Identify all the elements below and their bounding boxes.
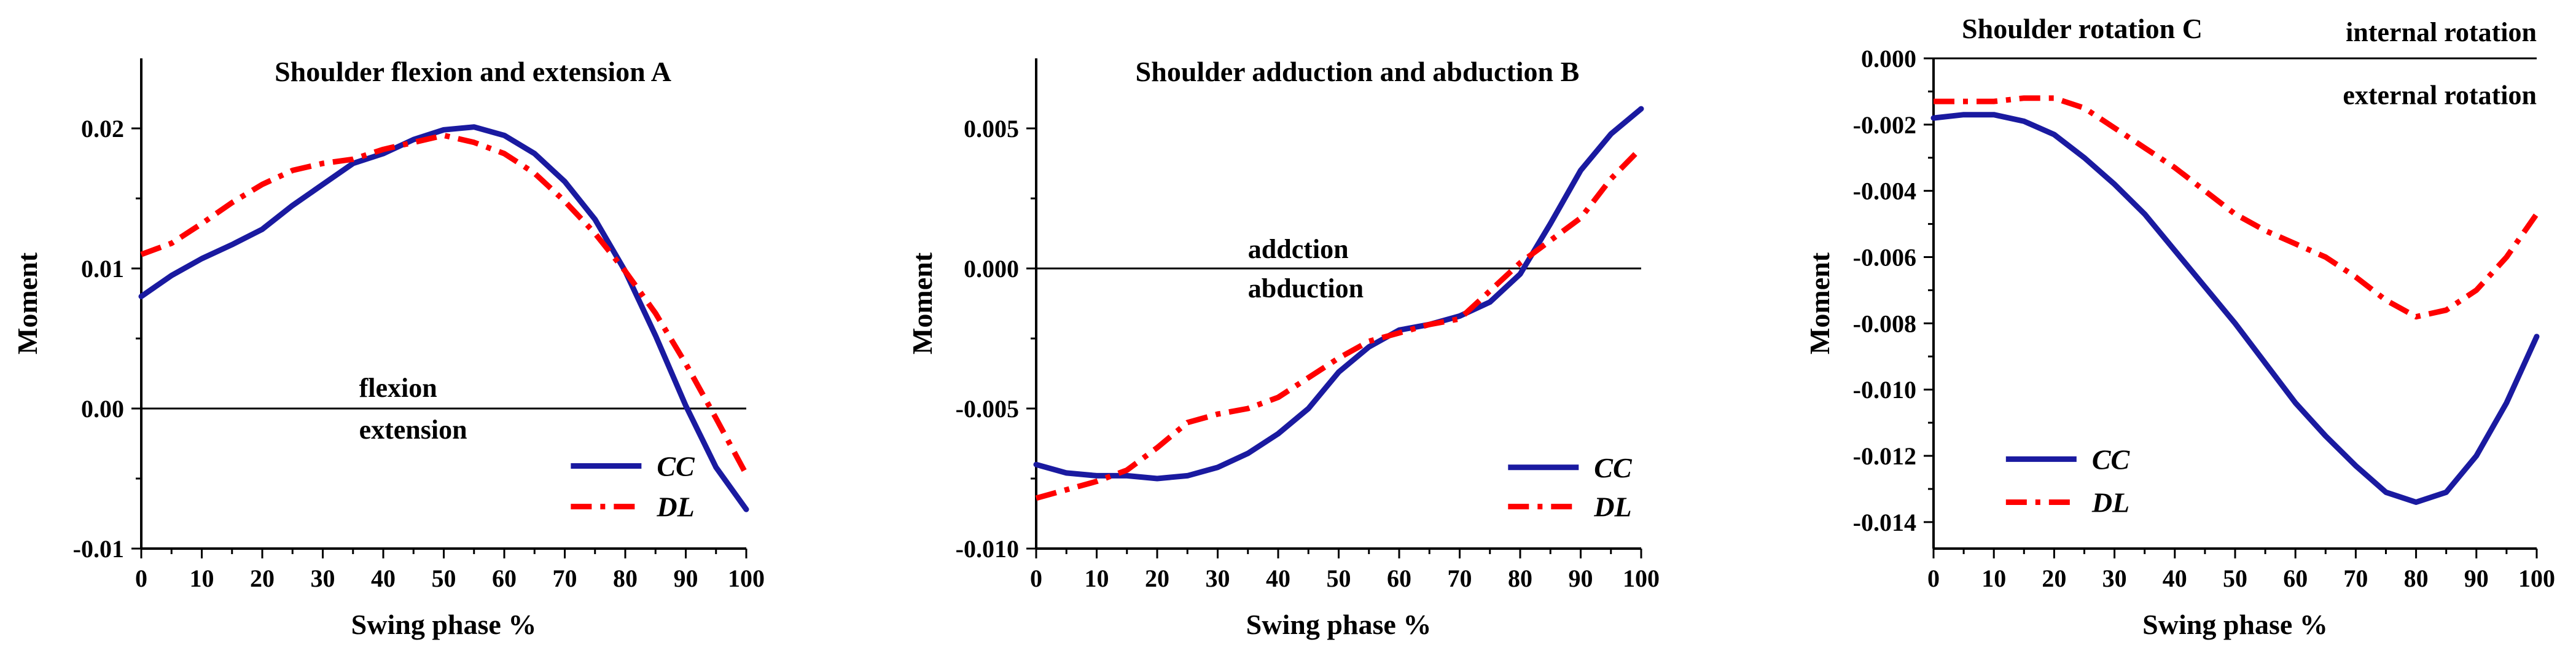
x-tick-label: 10 (1981, 565, 2006, 592)
panel-title: Shoulder rotation C (1962, 13, 2203, 44)
annotation-label: addction (1248, 234, 1349, 264)
x-tick-label: 0 (1030, 565, 1042, 592)
x-tick-label: 40 (2163, 565, 2187, 592)
x-tick-label: 60 (1387, 565, 1411, 592)
annotation-label: extension (359, 415, 467, 445)
annotation-label: internal rotation (2346, 17, 2537, 47)
y-tick-label: 0.000 (1861, 45, 1916, 72)
y-tick-label: 0.005 (964, 115, 1019, 143)
series-line-dl (140, 132, 749, 476)
x-tick-label: 0 (135, 565, 147, 592)
x-axis-title: Swing phase % (351, 609, 537, 640)
panel-title: Shoulder flexion and extension A (275, 56, 671, 87)
y-tick-label: -0.008 (1853, 310, 1916, 337)
series-line-cc (138, 124, 749, 512)
x-tick-label: 90 (2464, 565, 2489, 592)
series-line-cc (1033, 106, 1644, 482)
x-tick-label: 100 (1623, 565, 1660, 592)
x-tick-label: 80 (2404, 565, 2429, 592)
legend-label-cc: CC (657, 450, 695, 482)
x-tick-label: 30 (1206, 565, 1230, 592)
x-tick-label: 50 (1327, 565, 1351, 592)
y-tick-label: 0.00 (81, 395, 124, 423)
x-tick-label: 70 (553, 565, 577, 592)
y-axis-title: Moment (1804, 252, 1835, 354)
legend-label-dl: DL (1593, 491, 1631, 523)
series-line-cc (1930, 112, 2540, 505)
y-tick-label: -0.005 (956, 395, 1019, 423)
legend-label-cc: CC (1594, 452, 1633, 483)
y-tick-label: -0.004 (1853, 178, 1916, 205)
x-tick-label: 60 (492, 565, 517, 592)
x-tick-label: 20 (2042, 565, 2066, 592)
legend-label-dl: DL (2091, 487, 2129, 518)
x-tick-label: 0 (1927, 565, 1940, 592)
x-tick-label: 90 (674, 565, 698, 592)
y-tick-label: -0.002 (1853, 111, 1916, 139)
x-tick-label: 10 (1085, 565, 1109, 592)
x-tick-label: 50 (432, 565, 456, 592)
x-tick-label: 70 (2343, 565, 2368, 592)
series-line-dl (1035, 146, 1644, 501)
x-tick-label: 20 (1145, 565, 1169, 592)
y-axis-title: Moment (907, 252, 938, 354)
x-tick-label: 10 (190, 565, 214, 592)
panel-title: Shoulder adduction and abduction B (1136, 56, 1580, 87)
y-tick-label: -0.014 (1853, 509, 1916, 536)
annotation-label: flexion (359, 373, 437, 403)
x-axis-title: Swing phase % (2142, 609, 2328, 640)
legend-label-cc: CC (2092, 444, 2131, 475)
x-tick-label: 40 (1266, 565, 1290, 592)
y-tick-label: -0.010 (956, 535, 1019, 563)
y-axis-title: Moment (12, 252, 43, 354)
series-line-dl (1934, 95, 2539, 320)
x-tick-label: 50 (2223, 565, 2247, 592)
annotation-label: abduction (1248, 273, 1364, 303)
x-tick-label: 90 (1569, 565, 1593, 592)
y-tick-label: -0.010 (1853, 376, 1916, 404)
legend-label-dl: DL (656, 491, 694, 523)
x-tick-label: 40 (371, 565, 396, 592)
y-tick-label: -0.006 (1853, 244, 1916, 272)
x-axis-title: Swing phase % (1246, 609, 1432, 640)
chart-panel-a: 0 10 20 30 40 50 60 70 80 90 100 -0.01 0.00 0.01 0.02 S… (12, 56, 765, 640)
x-tick-label: 60 (2283, 565, 2308, 592)
x-tick-label: 80 (613, 565, 638, 592)
y-tick-label: 0.02 (81, 115, 124, 143)
x-tick-label: 100 (2518, 565, 2555, 592)
annotation-label: external rotation (2343, 80, 2537, 110)
x-tick-label: 70 (1448, 565, 1472, 592)
x-tick-label: 20 (250, 565, 275, 592)
x-tick-label: 30 (311, 565, 335, 592)
x-tick-label: 100 (728, 565, 765, 592)
x-tick-label: 30 (2102, 565, 2127, 592)
chart-panel-b: 0 10 20 30 40 50 60 70 80 90 100 -0.010 -0.005 0.000 0… (907, 56, 1660, 640)
y-tick-label: -0.012 (1853, 442, 1916, 470)
y-tick-label: -0.01 (73, 535, 124, 563)
y-tick-label: 0.01 (81, 255, 124, 283)
x-tick-label: 80 (1508, 565, 1532, 592)
chart-panel-c: 0 10 20 30 40 50 60 70 80 90 100 0.000 -0.002 -0.004 -… (1804, 13, 2555, 640)
y-tick-label: 0.000 (964, 255, 1019, 283)
